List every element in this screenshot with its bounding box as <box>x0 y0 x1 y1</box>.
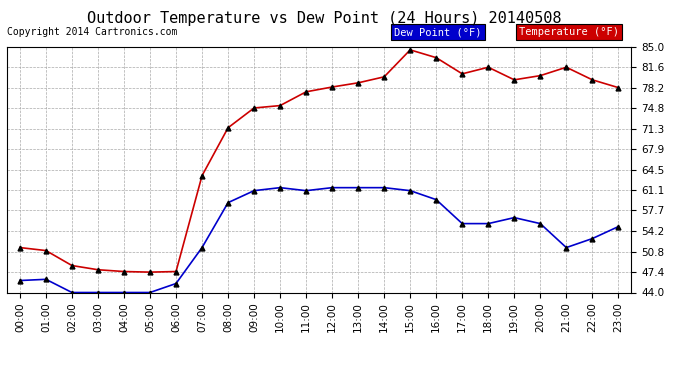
Text: Outdoor Temperature vs Dew Point (24 Hours) 20140508: Outdoor Temperature vs Dew Point (24 Hou… <box>87 11 562 26</box>
Text: Dew Point (°F): Dew Point (°F) <box>394 27 482 37</box>
Text: Temperature (°F): Temperature (°F) <box>519 27 619 37</box>
Text: Copyright 2014 Cartronics.com: Copyright 2014 Cartronics.com <box>7 27 177 37</box>
